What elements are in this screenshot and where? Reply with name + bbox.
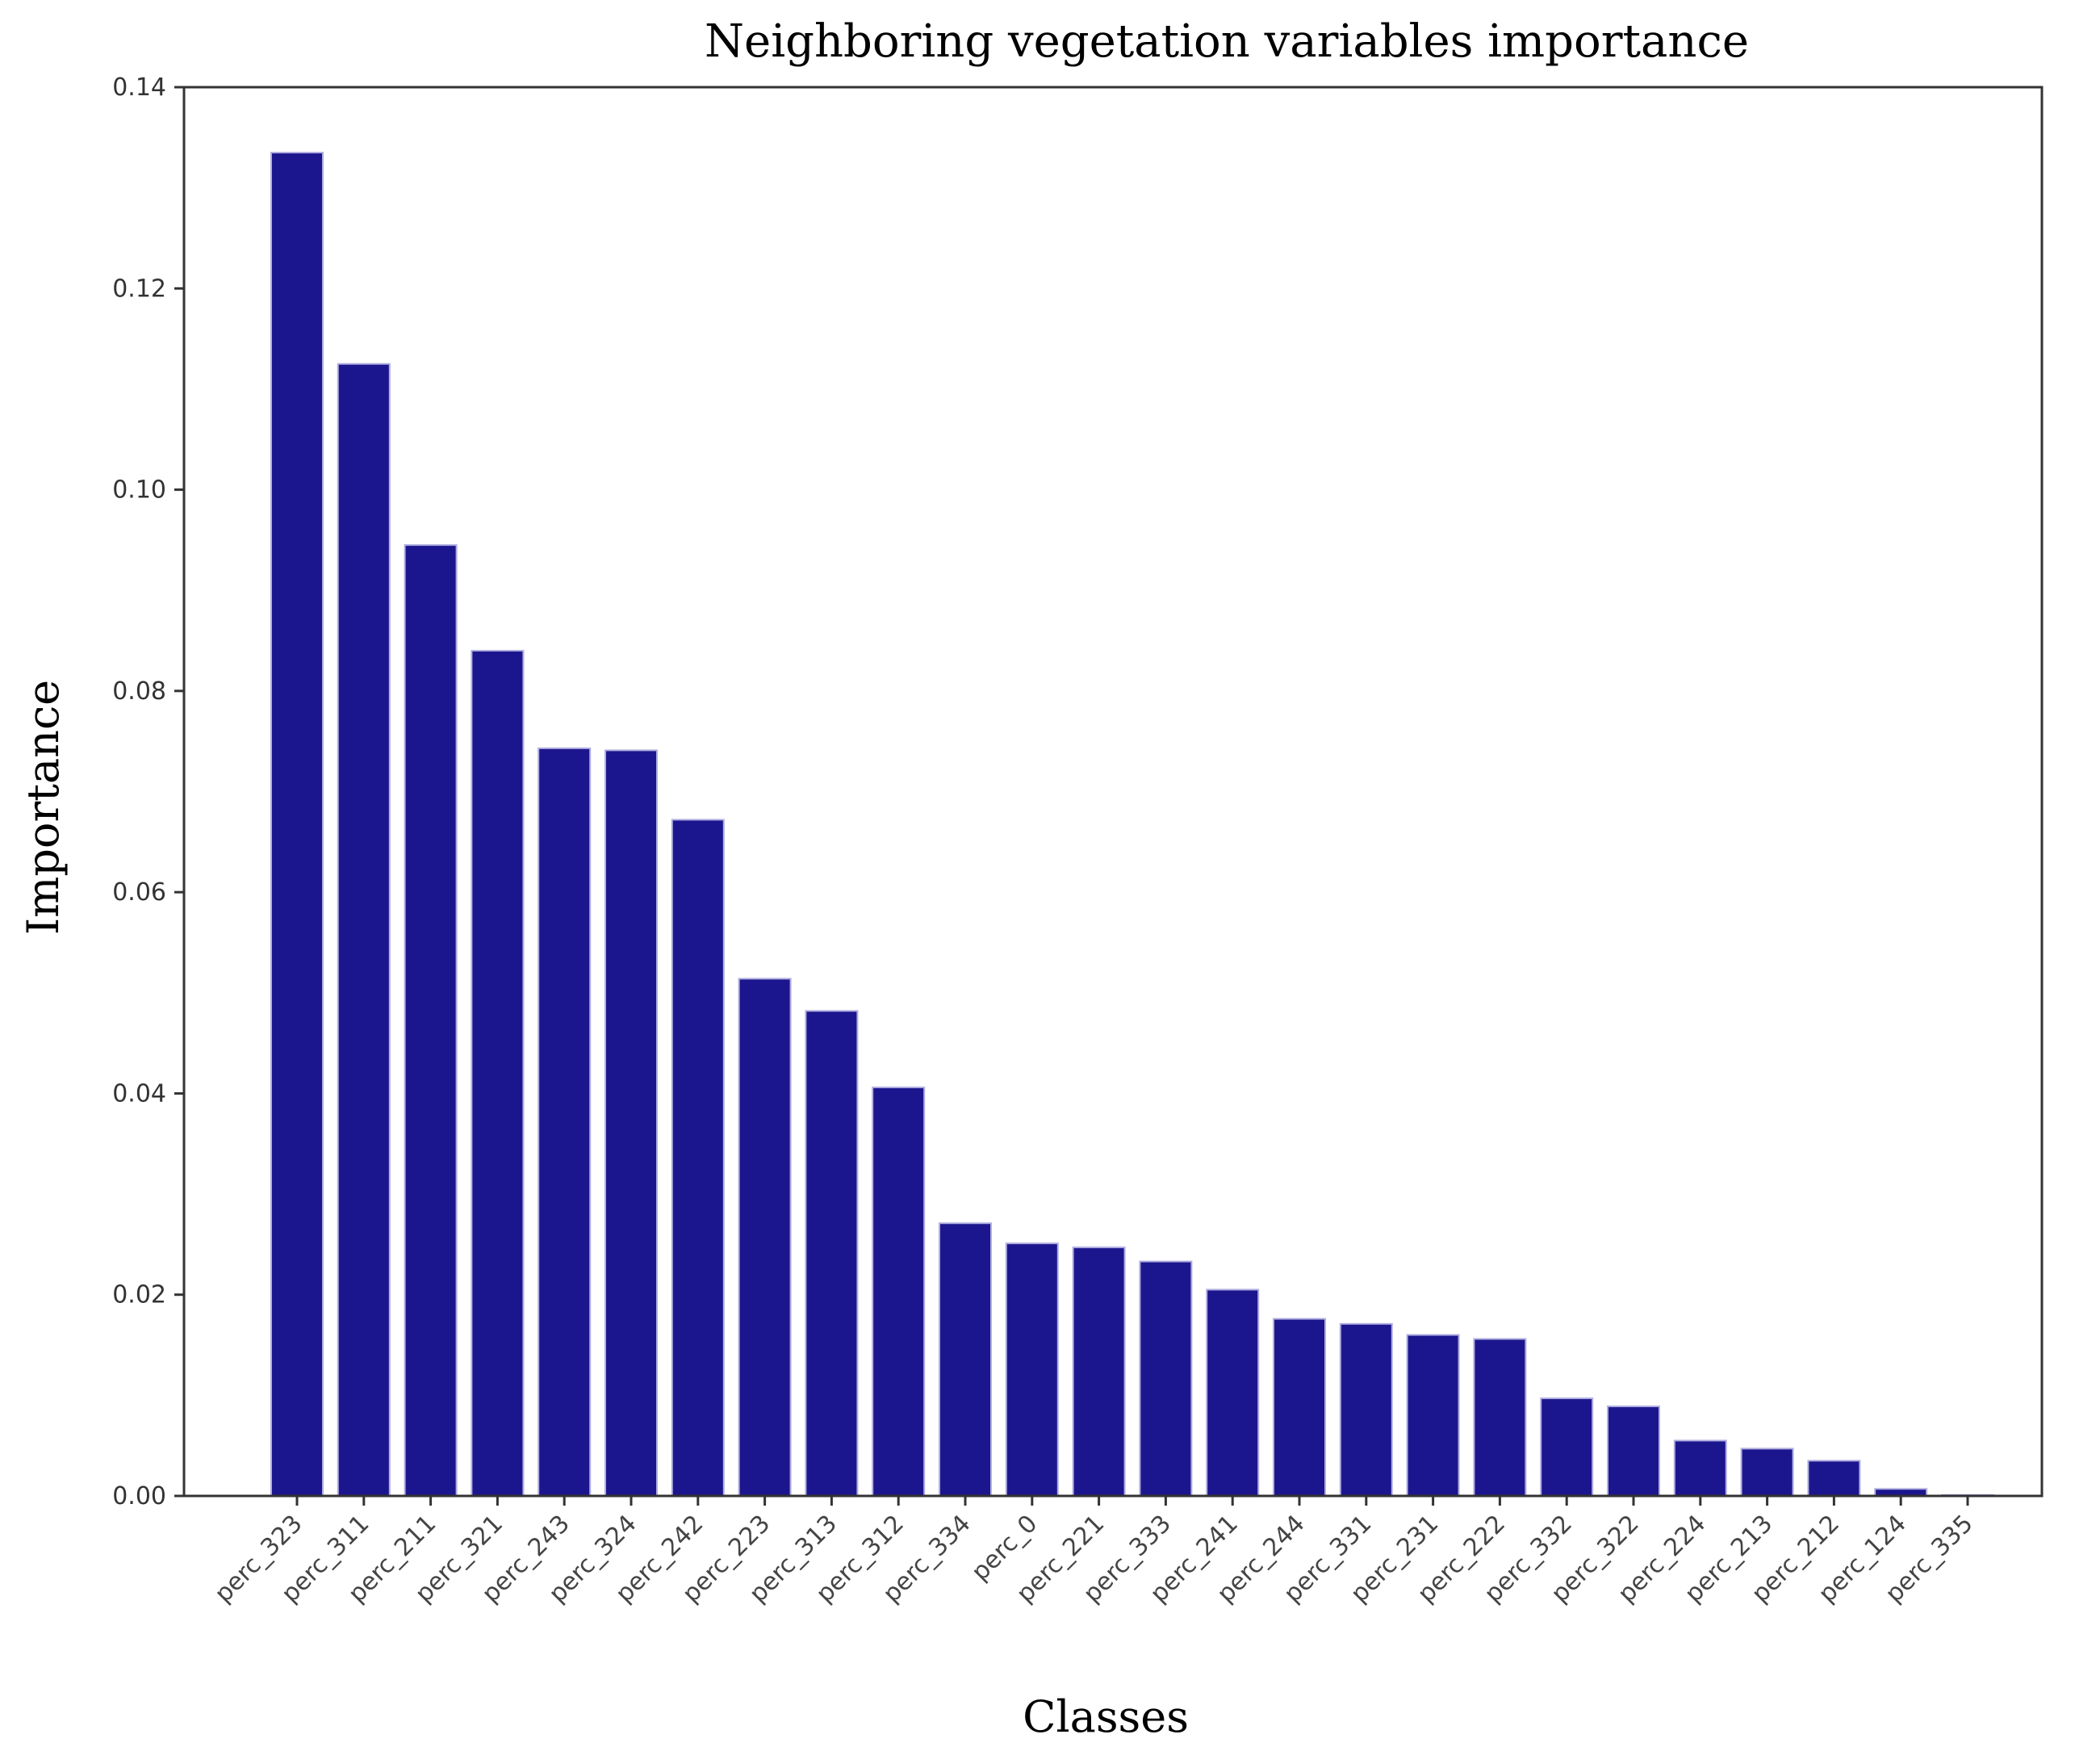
bar-perc-333 [1139, 1260, 1193, 1497]
x-axis-ticks: perc_323perc_311perc_211perc_321perc_243… [209, 1496, 1979, 1608]
y-tick-label: 0.08 [112, 677, 166, 706]
y-tick-label: 0.10 [112, 476, 166, 505]
y-tick-label: 0.04 [112, 1079, 166, 1108]
y-tick-label: 0.06 [112, 878, 166, 907]
bar-perc-213 [1740, 1447, 1794, 1497]
bar-perc-223 [738, 978, 792, 1497]
chart-title: Neighboring vegetation variables importa… [705, 15, 1749, 68]
y-tick-label: 0.12 [112, 274, 166, 303]
bar-perc-224 [1673, 1439, 1727, 1497]
bar-perc-221 [1072, 1246, 1126, 1498]
bar-perc-242 [671, 819, 725, 1497]
bar-perc-311 [337, 362, 391, 1498]
bar-perc-321 [471, 650, 525, 1497]
bar-perc-222 [1473, 1338, 1527, 1497]
bar-perc-322 [1607, 1406, 1660, 1498]
y-axis-label: Importance [18, 680, 69, 935]
bar-perc-211 [404, 544, 458, 1497]
bar-perc-313 [805, 1010, 859, 1497]
plot-frame [182, 86, 2044, 1498]
bar-perc-212 [1807, 1460, 1861, 1497]
bar-perc-244 [1273, 1318, 1326, 1497]
bar-perc-332 [1540, 1397, 1594, 1498]
y-tick-label: 0.02 [112, 1281, 166, 1309]
y-tick-label: 0.00 [112, 1482, 166, 1510]
y-axis-ticks: 0.00 0.02 0.04 0.06 0.08 0.10 0.12 0.14 [112, 73, 184, 1510]
bar-perc-312 [872, 1086, 926, 1497]
bar-perc-331 [1339, 1322, 1393, 1497]
bar-perc-324 [604, 749, 658, 1497]
bar-perc-323 [270, 152, 324, 1498]
bars-group [270, 152, 1994, 1498]
x-axis-label: Classes [1023, 1691, 1189, 1742]
bar-perc-334 [939, 1222, 992, 1498]
bar-perc-243 [538, 747, 592, 1497]
bar-perc-0 [1005, 1242, 1059, 1498]
bar-perc-231 [1406, 1334, 1460, 1497]
bar-perc-241 [1206, 1288, 1260, 1498]
y-tick-label: 0.14 [112, 73, 166, 102]
